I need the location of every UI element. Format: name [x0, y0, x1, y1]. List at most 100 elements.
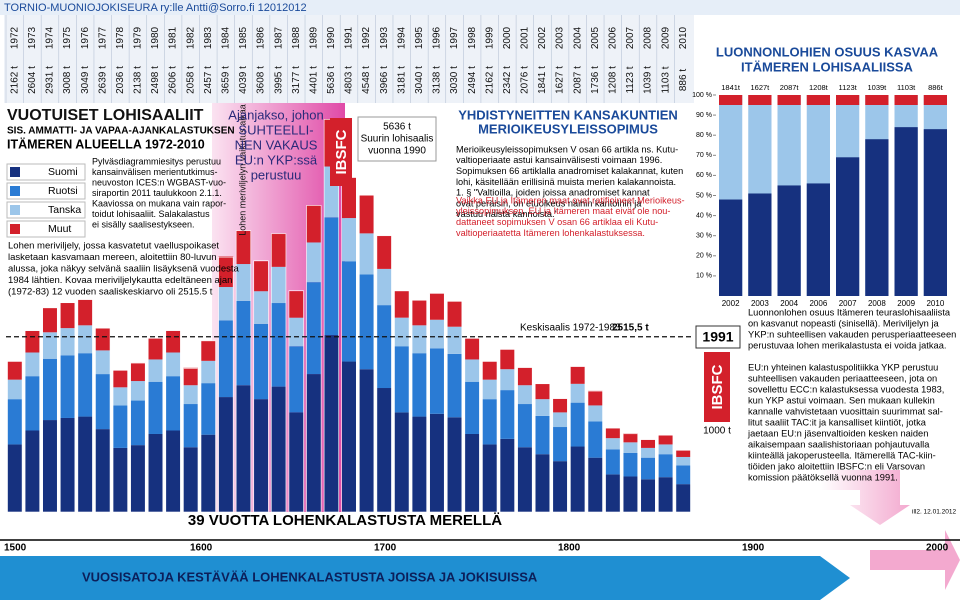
total-label: 3177 t — [291, 66, 302, 94]
arrow-right — [870, 530, 960, 590]
un-text: 1. § "Valtioilla, joiden joissa anadromi… — [456, 188, 650, 198]
bar-segment — [183, 367, 198, 386]
bar-total — [394, 290, 410, 513]
legend-swatch — [10, 167, 20, 177]
bar-total — [95, 327, 111, 513]
bar-segment — [359, 274, 374, 370]
mean-text: Keskisaalis 1972-1983 — [520, 322, 621, 333]
bar-segment — [587, 421, 603, 458]
bar-segment — [183, 447, 198, 512]
right-text: tiöiden jako aloitettiin IBSFC:n eli Var… — [748, 461, 925, 471]
bar-segment — [500, 438, 515, 512]
timeline-label: 1900 — [742, 543, 765, 554]
bar-segment — [376, 388, 392, 512]
bar-segment — [288, 346, 304, 413]
total-label: 886 t — [678, 69, 689, 91]
year-label: 2007 — [625, 26, 636, 49]
bar-total — [42, 307, 58, 513]
period-note: EU:n YKP:ssä — [235, 152, 318, 167]
bar-segment — [341, 361, 357, 512]
bar-segment — [148, 338, 163, 360]
year-label: 2000 — [502, 26, 513, 49]
bar-segment — [429, 348, 445, 414]
y-tick-label: 90 % — [696, 112, 712, 119]
bar-segment — [341, 261, 357, 362]
chart-subtitle: SIS. AMMATTI- JA VAPAA-AJANKALASTUKSEN — [7, 126, 235, 137]
bar-segment — [42, 307, 58, 333]
bar-segment — [376, 268, 392, 306]
bar-segment — [25, 376, 40, 431]
bar-segment — [412, 416, 427, 512]
bar-total — [183, 368, 199, 513]
year-label: 1976 — [80, 26, 91, 49]
y-tick-label: 100 % — [692, 92, 712, 99]
year-label: 1991 — [344, 26, 355, 49]
bar-segment — [605, 474, 621, 512]
bar-segment — [236, 300, 251, 386]
year-label: 1978 — [115, 26, 126, 49]
year-label: 1988 — [291, 26, 302, 49]
bar-segment — [447, 417, 462, 512]
year-label: 1985 — [238, 26, 249, 49]
year-label: 2004 — [572, 26, 583, 49]
bar-segment — [113, 370, 128, 388]
bar-segment — [500, 369, 515, 391]
bar-segment — [482, 444, 498, 512]
bar-backdrop-top — [894, 95, 918, 105]
legend-label: Suomi — [48, 166, 78, 178]
year-label: 1973 — [27, 26, 38, 49]
bar-segment — [605, 428, 621, 439]
bar-backdrop-top — [777, 95, 801, 105]
bar-segment — [570, 402, 585, 447]
bar-segment — [464, 433, 480, 512]
bar-total — [7, 361, 23, 513]
legend-swatch — [10, 186, 20, 196]
bar-segment — [394, 346, 410, 413]
bar-segment — [570, 366, 585, 384]
total-label: 2457 t — [203, 66, 214, 94]
bar-segment — [482, 399, 498, 445]
top-label: 1039t — [867, 83, 887, 92]
bar-segment — [130, 381, 146, 401]
bar-segment — [77, 325, 93, 354]
year-label: 1972 — [9, 26, 20, 49]
bar-total — [358, 194, 375, 513]
bar-segment — [77, 299, 93, 326]
bar — [865, 139, 889, 296]
x-tick-label: 2004 — [780, 299, 798, 308]
bar-backdrop-top — [748, 95, 772, 105]
bar-segment — [517, 385, 533, 405]
timeline-label: 1500 — [4, 543, 27, 554]
y-tick-label: 50 % — [696, 192, 712, 199]
year-label: 2010 — [678, 26, 689, 49]
total-label: 4548 t — [361, 66, 372, 94]
bar-segment — [77, 416, 93, 512]
year-label: 1982 — [185, 26, 196, 49]
bar-segment — [394, 317, 410, 347]
chart-title: VUOTUISET LOHISAALIIT — [7, 107, 204, 124]
bar-segment — [341, 177, 357, 219]
timeline-label: 1700 — [374, 543, 397, 554]
bar-segment — [482, 361, 498, 380]
bar-total — [218, 256, 234, 513]
bar-segment — [42, 420, 58, 512]
bar-total — [622, 433, 639, 513]
bar-segment — [324, 217, 339, 336]
bar-total — [534, 383, 551, 513]
total-label: 2162 t — [484, 66, 495, 94]
y-tick-label: 20 % — [696, 253, 712, 260]
year-label: 2006 — [607, 26, 618, 49]
total-label: 2931 t — [45, 66, 56, 94]
bar-segment — [130, 400, 146, 446]
bar-segment — [517, 447, 533, 512]
mean-label: 2515,5 t — [612, 322, 649, 333]
bar-segment — [412, 325, 427, 354]
total-label: 1123 t — [625, 66, 636, 93]
bar-segment — [640, 457, 656, 480]
x-tick-label: 2008 — [868, 299, 886, 308]
total-label: 2162 t — [9, 66, 20, 94]
total-label: 1736 t — [590, 66, 601, 94]
bar-segment — [587, 390, 603, 406]
bar-segment — [359, 195, 374, 234]
year-1991: 1991 — [702, 329, 733, 345]
